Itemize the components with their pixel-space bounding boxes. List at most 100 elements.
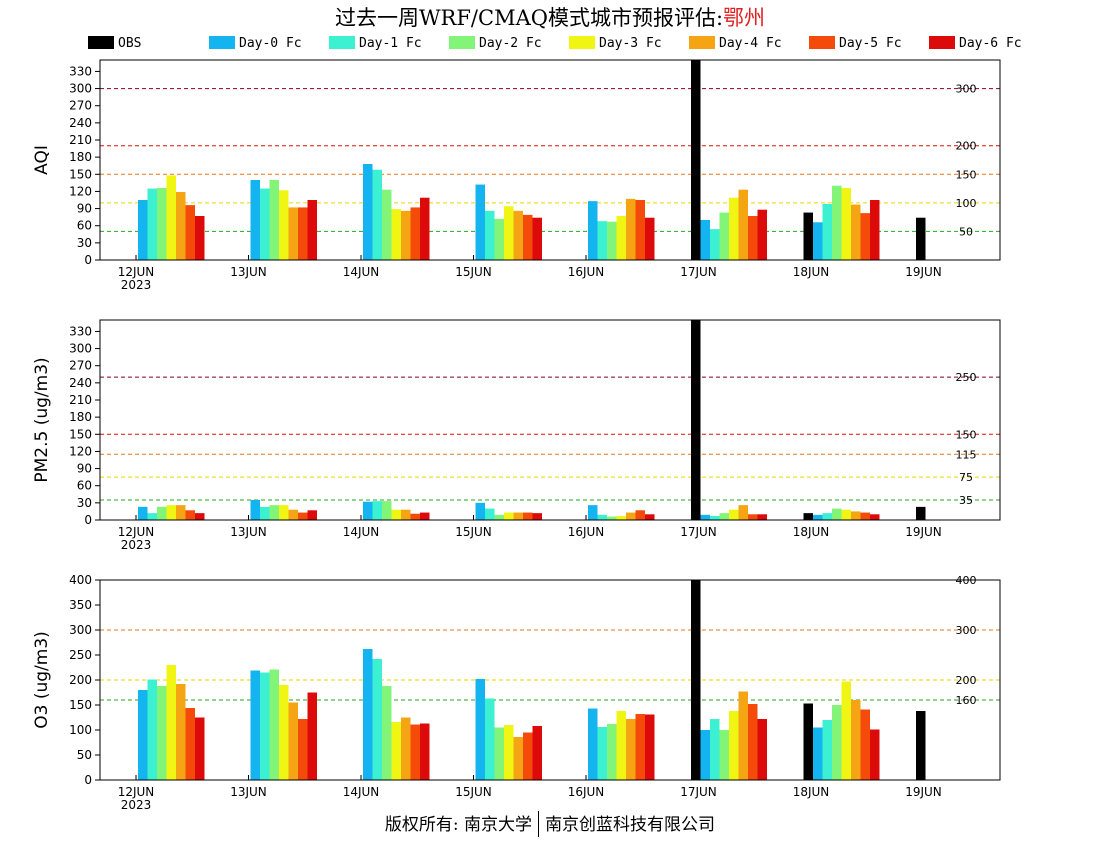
bar-day-1-fc: [147, 513, 157, 520]
ref-line-label: 115: [956, 448, 977, 461]
bar-day-4-fc: [738, 505, 748, 520]
x-tick-label: 15JUN: [455, 265, 492, 279]
bar-day-2-fc: [719, 730, 729, 780]
bar-day-1-fc: [372, 501, 382, 520]
bar-day-5-fc: [635, 200, 645, 260]
bar-day-4-fc: [176, 192, 186, 260]
bar-day-1-fc: [485, 210, 495, 260]
y-axis-label: O3 (ug/m3): [32, 631, 52, 729]
x-tick-label: 18JUN: [793, 265, 830, 279]
footer-copyright: 版权所有: 南京大学: [384, 815, 533, 835]
ref-line-label: 200: [956, 140, 977, 153]
y-tick-label: 0: [84, 253, 92, 267]
bar-day-1-fc: [260, 506, 270, 520]
bar-day-4-fc: [513, 512, 523, 520]
bar-day-1-fc: [597, 221, 607, 260]
x-tick-label: 16JUN: [568, 525, 605, 539]
bar-day-4-fc: [626, 198, 636, 260]
legend-label: OBS: [118, 36, 142, 51]
bar-day-6-fc: [195, 513, 205, 520]
y-tick-label: 300: [69, 623, 92, 637]
bar-obs: [916, 711, 926, 780]
bar-day-0-fc: [363, 649, 373, 780]
legend-label: Day-1 Fc: [359, 36, 422, 51]
x-tick-label: 17JUN: [680, 265, 717, 279]
bar-day-0-fc: [363, 164, 373, 260]
bar-obs: [691, 320, 701, 520]
bar-day-3-fc: [616, 711, 626, 780]
ref-line-label: 150: [956, 428, 977, 441]
bar-day-0-fc: [138, 200, 148, 260]
bar-day-0-fc: [700, 514, 710, 520]
bar-day-5-fc: [185, 205, 195, 260]
legend-item-day-0-fc: Day-0 Fc: [209, 36, 302, 52]
bar-day-4-fc: [288, 207, 298, 260]
y-tick-label: 30: [77, 496, 92, 510]
bar-obs: [803, 212, 813, 260]
legend-swatch: [689, 36, 715, 49]
y-axis-label: PM2.5 (ug/m3): [32, 357, 52, 482]
bar-day-5-fc: [860, 213, 870, 260]
bar-day-1-fc: [822, 204, 832, 260]
bar-day-3-fc: [391, 722, 401, 780]
bar-day-6-fc: [757, 514, 767, 520]
bar-day-4-fc: [851, 204, 861, 260]
y-tick-label: 150: [69, 698, 92, 712]
bar-obs: [916, 217, 926, 260]
x-tick-label: 14JUN: [343, 785, 380, 799]
bar-day-3-fc: [616, 216, 626, 260]
bar-day-4-fc: [176, 505, 186, 520]
y-axis-label: AQI: [32, 145, 52, 175]
bar-day-6-fc: [870, 729, 880, 780]
bar-day-6-fc: [307, 200, 317, 260]
bar-day-1-fc: [822, 720, 832, 780]
bar-day-5-fc: [748, 514, 758, 520]
bar-day-3-fc: [729, 509, 739, 520]
x-tick-label: 16JUN: [568, 265, 605, 279]
legend-label: Day-6 Fc: [959, 36, 1022, 51]
x-tick-label: 14JUN: [343, 265, 380, 279]
y-tick-label: 400: [69, 573, 92, 587]
x-tick-label: 12JUN: [118, 785, 155, 799]
bar-day-0-fc: [700, 730, 710, 780]
x-year-label: 2023: [121, 538, 152, 552]
legend-label: Day-4 Fc: [719, 36, 782, 51]
legend-item-day-2-fc: Day-2 Fc: [449, 36, 542, 52]
y-tick-label: 350: [69, 598, 92, 612]
bar-day-3-fc: [841, 188, 851, 260]
bar-day-0-fc: [588, 708, 598, 780]
legend-swatch: [569, 36, 595, 49]
y-tick-label: 0: [84, 513, 92, 527]
bar-day-6-fc: [645, 514, 655, 520]
bar-day-6-fc: [532, 726, 542, 780]
bar-day-5-fc: [185, 708, 195, 780]
x-year-label: 2023: [121, 798, 152, 812]
y-tick-label: 30: [77, 236, 92, 250]
ref-line-label: 300: [956, 624, 977, 637]
x-tick-label: 19JUN: [905, 265, 942, 279]
bar-day-3-fc: [166, 665, 176, 780]
bar-day-5-fc: [298, 719, 308, 780]
bar-day-6-fc: [645, 714, 655, 780]
bar-day-6-fc: [532, 217, 542, 260]
y-tick-label: 180: [69, 150, 92, 164]
x-year-label: 2023: [121, 278, 152, 292]
y-tick-label: 120: [69, 444, 92, 458]
x-tick-label: 15JUN: [455, 785, 492, 799]
y-tick-label: 270: [69, 99, 92, 113]
bar-day-0-fc: [475, 502, 485, 520]
bar-day-6-fc: [307, 692, 317, 780]
x-tick-label: 13JUN: [230, 785, 267, 799]
bar-day-5-fc: [523, 214, 533, 260]
bar-day-4-fc: [513, 737, 523, 780]
y-tick-label: 180: [69, 410, 92, 424]
bar-day-2-fc: [157, 506, 167, 520]
title-prefix: 过去一周WRF/CMAQ模式城市预报评估:: [334, 6, 724, 30]
bar-day-0-fc: [250, 500, 260, 520]
bar-day-2-fc: [832, 705, 842, 780]
bar-day-0-fc: [588, 505, 598, 520]
y-tick-label: 0: [84, 773, 92, 787]
bar-day-0-fc: [813, 727, 823, 780]
bar-day-2-fc: [607, 516, 617, 520]
